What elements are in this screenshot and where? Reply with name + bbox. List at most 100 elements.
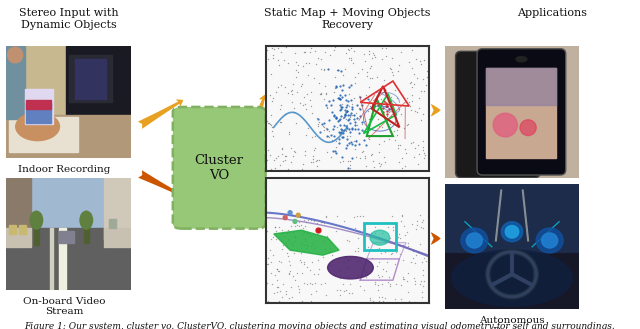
Point bbox=[335, 96, 345, 101]
Point bbox=[293, 213, 303, 218]
Point bbox=[319, 125, 329, 130]
Point bbox=[334, 137, 344, 142]
Point bbox=[319, 239, 330, 244]
Point bbox=[340, 128, 351, 133]
Point bbox=[280, 289, 291, 294]
Point bbox=[404, 298, 414, 304]
Point bbox=[361, 142, 371, 148]
Point bbox=[303, 72, 313, 78]
Point bbox=[296, 84, 306, 89]
Point bbox=[377, 125, 387, 130]
Point bbox=[418, 144, 428, 150]
Point bbox=[333, 95, 343, 101]
Point bbox=[272, 284, 282, 290]
Point bbox=[262, 280, 272, 286]
Point bbox=[395, 142, 405, 147]
Point bbox=[329, 113, 339, 118]
Point bbox=[301, 133, 312, 138]
Point bbox=[330, 229, 340, 234]
Point bbox=[407, 93, 417, 98]
Point bbox=[346, 139, 356, 145]
Point bbox=[293, 70, 303, 75]
Point bbox=[283, 236, 293, 241]
Point bbox=[355, 106, 365, 112]
Point bbox=[351, 154, 361, 160]
Point bbox=[312, 157, 323, 163]
Point bbox=[401, 99, 411, 105]
Point bbox=[297, 82, 307, 87]
Point bbox=[335, 287, 345, 292]
Point bbox=[421, 258, 431, 264]
Point bbox=[309, 218, 319, 224]
Point bbox=[353, 228, 363, 233]
Point bbox=[287, 247, 298, 252]
Point bbox=[324, 129, 334, 134]
Point bbox=[284, 271, 294, 277]
Point bbox=[364, 116, 374, 121]
Point bbox=[321, 234, 332, 239]
Point bbox=[410, 300, 420, 305]
Point bbox=[344, 116, 355, 122]
Point bbox=[374, 234, 384, 240]
Ellipse shape bbox=[328, 256, 373, 279]
Point bbox=[330, 116, 340, 121]
Point bbox=[329, 134, 339, 139]
Point bbox=[330, 84, 340, 89]
Point bbox=[399, 277, 410, 282]
Point bbox=[370, 282, 380, 287]
Point bbox=[342, 159, 353, 164]
Point bbox=[410, 261, 420, 266]
Point bbox=[342, 264, 353, 269]
Text: On-board Video
Stream: On-board Video Stream bbox=[23, 297, 105, 316]
Point bbox=[367, 55, 377, 61]
Point bbox=[336, 129, 346, 134]
Point bbox=[345, 129, 355, 135]
Point bbox=[342, 109, 353, 114]
Ellipse shape bbox=[30, 211, 43, 229]
Point bbox=[394, 159, 404, 164]
Point bbox=[271, 156, 281, 161]
Point bbox=[350, 80, 360, 86]
Point bbox=[401, 151, 412, 156]
Point bbox=[373, 102, 383, 108]
Point bbox=[409, 71, 419, 77]
Point bbox=[376, 161, 386, 166]
Point bbox=[418, 225, 428, 230]
Point bbox=[319, 128, 330, 133]
Point bbox=[372, 283, 383, 288]
Point bbox=[395, 251, 405, 256]
Point bbox=[289, 250, 299, 255]
Point bbox=[345, 133, 355, 138]
Point bbox=[336, 114, 346, 119]
Point bbox=[322, 149, 332, 154]
Point bbox=[408, 140, 418, 145]
Point bbox=[344, 121, 355, 126]
Point bbox=[358, 51, 369, 56]
Point bbox=[342, 117, 353, 122]
Point bbox=[377, 294, 387, 299]
Point bbox=[385, 99, 396, 104]
Point bbox=[417, 279, 427, 284]
Text: Indoor Recording: Indoor Recording bbox=[18, 165, 110, 174]
Point bbox=[408, 255, 418, 261]
Bar bbox=[364, 223, 396, 250]
Point bbox=[291, 74, 301, 79]
Point bbox=[324, 53, 335, 58]
Point bbox=[390, 247, 400, 253]
Point bbox=[266, 113, 276, 118]
Point bbox=[355, 114, 365, 119]
Point bbox=[313, 258, 323, 263]
Point bbox=[349, 95, 359, 100]
Point bbox=[280, 45, 291, 50]
Point bbox=[342, 46, 353, 51]
Point bbox=[377, 282, 387, 287]
Point bbox=[302, 231, 312, 236]
Point bbox=[309, 245, 319, 250]
Point bbox=[398, 257, 408, 263]
Point bbox=[276, 145, 287, 150]
Point bbox=[312, 163, 323, 168]
Point bbox=[326, 252, 337, 257]
Point bbox=[368, 159, 378, 164]
Point bbox=[291, 120, 301, 125]
Point bbox=[305, 97, 315, 102]
